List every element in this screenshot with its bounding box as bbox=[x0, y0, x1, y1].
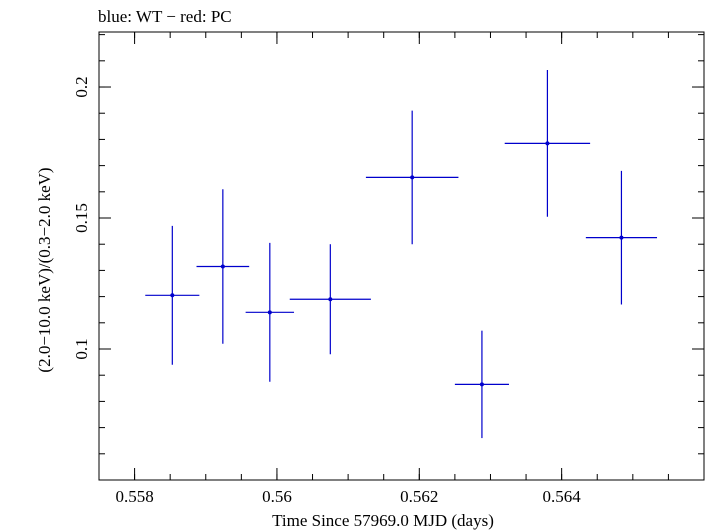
x-tick-label: 0.56 bbox=[262, 487, 292, 506]
data-series bbox=[145, 69, 658, 439]
data-marker bbox=[410, 175, 415, 180]
x-axis: 0.558 0.56 0.562 0.564 bbox=[115, 32, 705, 506]
x-axis-label: Time Since 57969.0 MJD (days) bbox=[272, 511, 494, 530]
data-marker bbox=[220, 264, 225, 269]
x-tick-label: 0.558 bbox=[115, 487, 153, 506]
data-point bbox=[504, 69, 591, 217]
data-marker bbox=[328, 297, 333, 302]
data-point bbox=[145, 225, 200, 365]
data-point bbox=[454, 330, 509, 439]
y-tick-label: 0.2 bbox=[72, 76, 91, 97]
data-marker bbox=[170, 293, 175, 298]
data-point bbox=[289, 244, 371, 355]
y-axis: 0.1 0.15 0.2 bbox=[72, 34, 704, 455]
y-tick-label: 0.15 bbox=[72, 203, 91, 233]
data-marker bbox=[267, 310, 272, 315]
data-marker bbox=[619, 235, 624, 240]
chart-title: blue: WT − red: PC bbox=[98, 7, 232, 26]
data-point bbox=[365, 110, 459, 245]
data-marker bbox=[545, 141, 550, 146]
x-tick-label: 0.562 bbox=[400, 487, 438, 506]
y-axis-label: (2.0−10.0 keV)/(0.3−2.0 keV) bbox=[35, 167, 54, 372]
data-point bbox=[585, 170, 658, 305]
data-marker bbox=[479, 382, 484, 387]
data-point bbox=[196, 189, 250, 344]
data-point bbox=[245, 242, 295, 382]
plot-frame bbox=[98, 31, 705, 481]
y-tick-label: 0.1 bbox=[72, 338, 91, 359]
x-tick-label: 0.564 bbox=[543, 487, 582, 506]
